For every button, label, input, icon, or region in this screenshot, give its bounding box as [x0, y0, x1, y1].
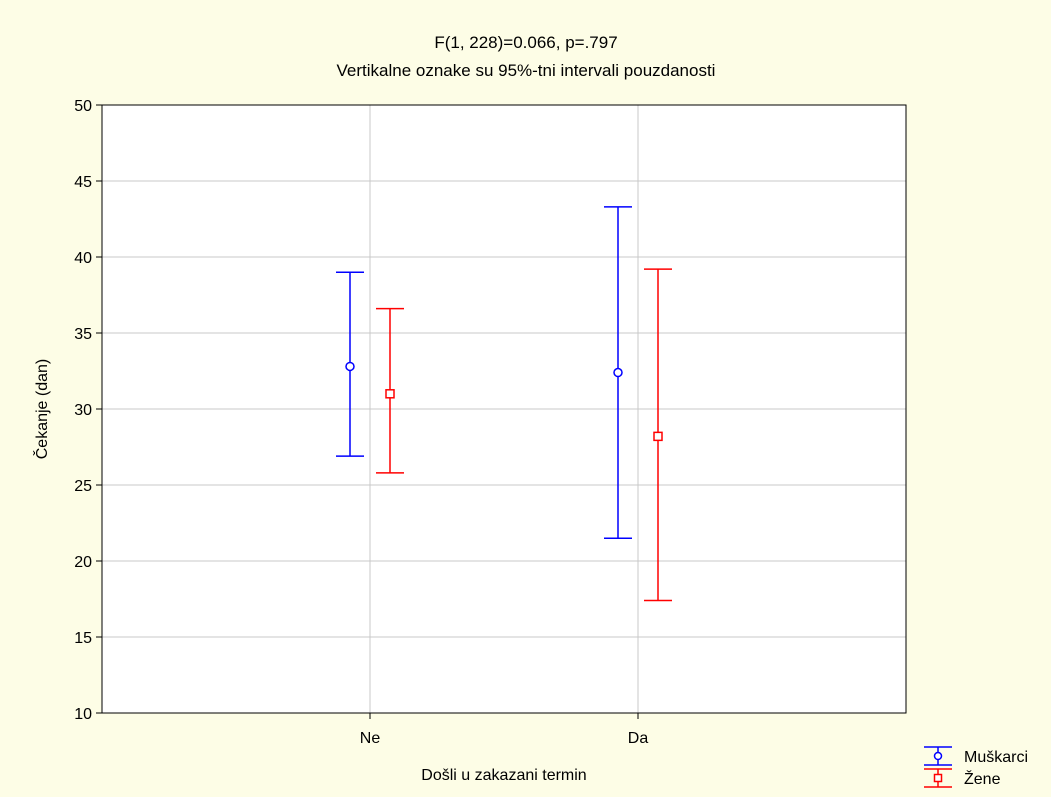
legend-marker-circle: [933, 751, 943, 761]
x-axis-title: Došli u zakazani termin: [421, 767, 586, 784]
chart-title: F(1, 228)=0.066, p=.797: [434, 33, 617, 52]
y-axis-title: Čekanje (dan): [32, 359, 51, 460]
series-2: [376, 268, 672, 602]
y-tick-label: 40: [74, 250, 92, 267]
x-tick-label: Da: [628, 730, 649, 747]
series-1: [336, 206, 632, 539]
grid-lines: [102, 105, 906, 713]
legend-marker-square: [933, 773, 943, 783]
mean-marker-circle: [613, 367, 623, 378]
legend-item-1: Muškarci: [924, 746, 1028, 766]
mean-marker-square: [385, 389, 395, 399]
error-bars: [336, 206, 672, 602]
mean-marker-square: [653, 431, 663, 442]
x-axis: Ne Da: [360, 713, 649, 747]
legend-label: Muškarci: [964, 749, 1028, 766]
legend-label: Žene: [964, 769, 1001, 788]
y-tick-label: 15: [74, 630, 92, 647]
y-tick-label: 10: [74, 706, 92, 723]
y-tick-label: 45: [74, 174, 92, 191]
mean-marker-circle: [345, 361, 355, 372]
y-tick-label: 25: [74, 478, 92, 495]
y-axis: 10 15 20 25 30 35 40 45 50: [74, 98, 102, 723]
y-tick-label: 30: [74, 402, 92, 419]
legend: Muškarci Žene: [924, 746, 1028, 788]
y-tick-label: 20: [74, 554, 92, 571]
y-tick-label: 50: [74, 98, 92, 115]
chart-subtitle: Vertikalne oznake su 95%-tni intervali p…: [337, 61, 716, 80]
y-tick-label: 35: [74, 326, 92, 343]
x-tick-label: Ne: [360, 730, 381, 747]
legend-item-2: Žene: [924, 768, 1001, 788]
